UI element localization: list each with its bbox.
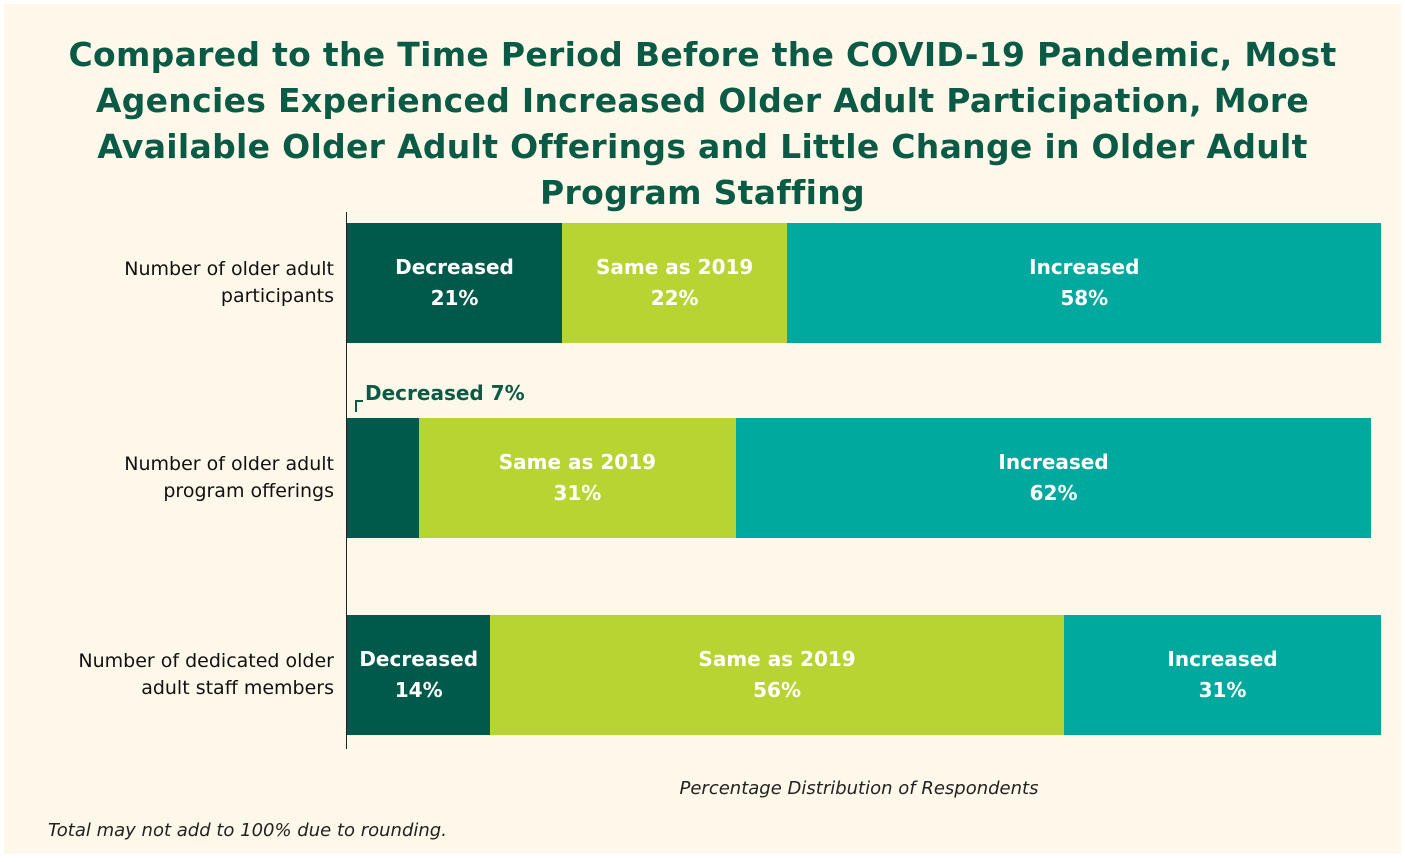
data-label: Same as 2019 56% xyxy=(490,644,1063,706)
series-name-label: Increased xyxy=(1029,255,1140,279)
value-label: 7% xyxy=(490,381,525,405)
bar-segment xyxy=(347,418,419,538)
category-label: Number of older adult program offerings xyxy=(124,453,334,502)
data-label: Decreased 7% xyxy=(365,381,525,405)
bar-segment: Increased 62% xyxy=(736,418,1371,538)
bar-segment: Same as 2019 56% xyxy=(490,615,1064,735)
value-label: 14% xyxy=(394,678,443,702)
bar-segment: Increased 58% xyxy=(787,223,1382,343)
value-label: 58% xyxy=(1060,286,1109,310)
data-label: Increased 31% xyxy=(1064,644,1381,706)
value-label: 31% xyxy=(553,481,602,505)
y-axis-line xyxy=(346,212,347,749)
value-label: 62% xyxy=(1029,481,1078,505)
data-label: Same as 2019 31% xyxy=(419,447,736,509)
data-label: Decreased 21% xyxy=(347,252,562,314)
series-name-label: Decreased xyxy=(359,647,479,671)
series-name-label: Same as 2019 xyxy=(596,255,754,279)
bar-segment: Decreased 14% xyxy=(347,615,491,735)
category-label: Number of dedicated older adult staff me… xyxy=(78,650,334,699)
label-leader xyxy=(355,400,363,412)
bar-segment: Same as 2019 22% xyxy=(562,223,788,343)
bar-segment: Decreased 21% xyxy=(347,223,563,343)
value-label: 21% xyxy=(430,286,479,310)
series-name-label: Increased xyxy=(998,450,1109,474)
value-label: 31% xyxy=(1198,678,1247,702)
chart-title: Compared to the Time Period Before the C… xyxy=(68,35,1337,212)
series-name-label: Decreased xyxy=(365,381,484,405)
data-label: Increased 58% xyxy=(787,252,1381,314)
series-name-label: Decreased xyxy=(395,255,514,279)
data-label: Decreased 14% xyxy=(347,644,490,706)
series-name-label: Increased xyxy=(1167,647,1278,671)
value-label: 56% xyxy=(753,678,802,702)
x-axis-label: Percentage Distribution of Respondents xyxy=(679,778,1039,799)
category-label: Number of older adult participants xyxy=(124,258,334,307)
data-label: Increased 62% xyxy=(736,447,1371,509)
chart: Compared to the Time Period Before the C… xyxy=(4,4,1401,854)
value-label: 22% xyxy=(650,286,699,310)
footnote: Total may not add to 100% due to roundin… xyxy=(48,820,447,841)
series-name-label: Same as 2019 xyxy=(698,647,856,671)
bar-segment: Same as 2019 31% xyxy=(418,418,737,538)
bar-segment: Increased 31% xyxy=(1063,615,1382,735)
data-label: Same as 2019 22% xyxy=(562,252,787,314)
series-name-label: Same as 2019 xyxy=(498,450,657,474)
